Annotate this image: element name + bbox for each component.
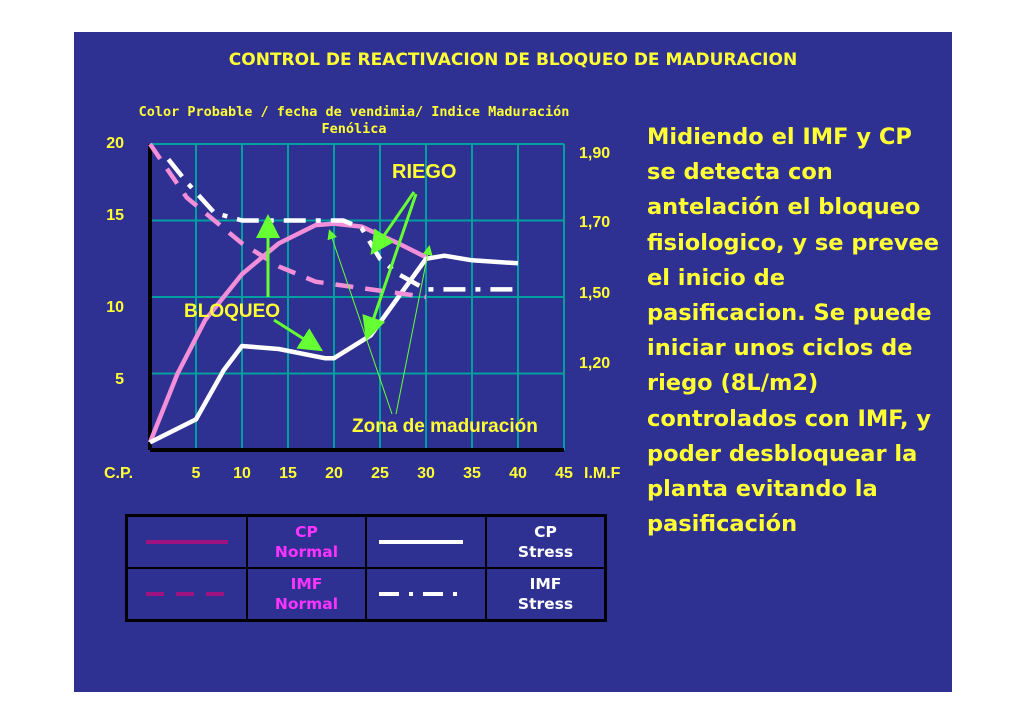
y-right-tick-label: 1,50 (579, 285, 610, 302)
series-line-cp-stress (148, 253, 519, 445)
legend-swatch-imf-normal (125, 567, 248, 622)
legend-imf-normal-line2: Normal (274, 595, 339, 613)
series-line-imf-normal (148, 142, 427, 300)
explanation-text: Midiendo el IMF y CP se detecta con ante… (647, 124, 940, 538)
bloqueo-arrow-down (273, 318, 324, 352)
legend-label-imf-stress: IMF Stress (485, 567, 607, 622)
x-tick-label: 10 (233, 465, 251, 482)
legend-imf-stress-line1: IMF (529, 575, 562, 593)
annotation-riego: RIEGO (392, 161, 456, 183)
legend-label-cp-normal: CP Normal (246, 514, 367, 569)
legend-imf-normal-line1: IMF (290, 575, 323, 593)
y-left-tick-label: 15 (106, 207, 124, 224)
y-right-tick-label: 1,90 (579, 145, 610, 162)
chart-grid (150, 143, 565, 450)
legend-imf-stress-line2: Stress (517, 595, 574, 613)
riego-arrow-1 (370, 191, 416, 255)
annotation-zona-maduracion: Zona de maduración (352, 416, 538, 437)
x-tick-label: 45 (555, 465, 573, 482)
y-right-tick-label: 1,20 (579, 355, 610, 372)
zona-arrow-2 (395, 245, 433, 415)
chart-ticks: 5 10 15 20 25 30 35 40 45 C.P. I.M.F 20 15 10 5 1,90 1,7… (104, 135, 621, 482)
y-right-tick-label: 1,70 (579, 214, 610, 231)
legend-cp-stress-line1: CP (534, 523, 557, 541)
y-left-tick-label: 20 (106, 135, 124, 152)
riego-arrow-2 (362, 193, 418, 341)
series-line-imf-stress (166, 157, 518, 292)
legend-swatch-cp-normal (125, 514, 248, 569)
legend-cp-normal-line2: Normal (274, 543, 339, 561)
x-tick-label: 30 (417, 465, 435, 482)
x-tick-label: 15 (279, 465, 297, 482)
legend-cp-stress-line2: Stress (517, 543, 574, 561)
x-tick-label: 20 (325, 465, 343, 482)
slide: CONTROL DE REACTIVACION DE BLOQUEO DE MA… (74, 32, 952, 692)
y-left-tick-label: 10 (106, 299, 124, 316)
legend-table: CP Normal CP Stress IMF Normal (125, 514, 607, 622)
x-tick-label: 25 (371, 465, 389, 482)
annotation-bloqueo: BLOQUEO (184, 301, 280, 322)
chart-axes (148, 144, 564, 452)
legend-swatch-imf-stress (365, 567, 487, 622)
x-tick-label: 35 (463, 465, 481, 482)
x-axis-label-left: C.P. (104, 465, 133, 482)
legend-label-cp-stress: CP Stress (485, 514, 607, 569)
x-axis-label-right: I.M.F (584, 465, 621, 482)
chart-annotations: RIEGO BLOQUEO Zona de maduración (184, 161, 538, 437)
x-tick-label: 40 (509, 465, 527, 482)
chart-subtitle: Color Probable / fecha de vendimia/ Indi… (138, 104, 570, 137)
slide-title: CONTROL DE REACTIVACION DE BLOQUEO DE MA… (228, 50, 798, 70)
legend-label-imf-normal: IMF Normal (246, 567, 367, 622)
legend-swatch-cp-stress (365, 514, 487, 569)
zona-arrow-1 (327, 229, 393, 415)
legend-cp-normal-line1: CP (295, 523, 318, 541)
x-tick-label: 5 (192, 465, 201, 482)
y-left-tick-label: 5 (115, 371, 124, 388)
line-chart: 5 10 15 20 25 30 35 40 45 C.P. I.M.F 20 15 10 5 1,90 1,7… (104, 135, 621, 482)
